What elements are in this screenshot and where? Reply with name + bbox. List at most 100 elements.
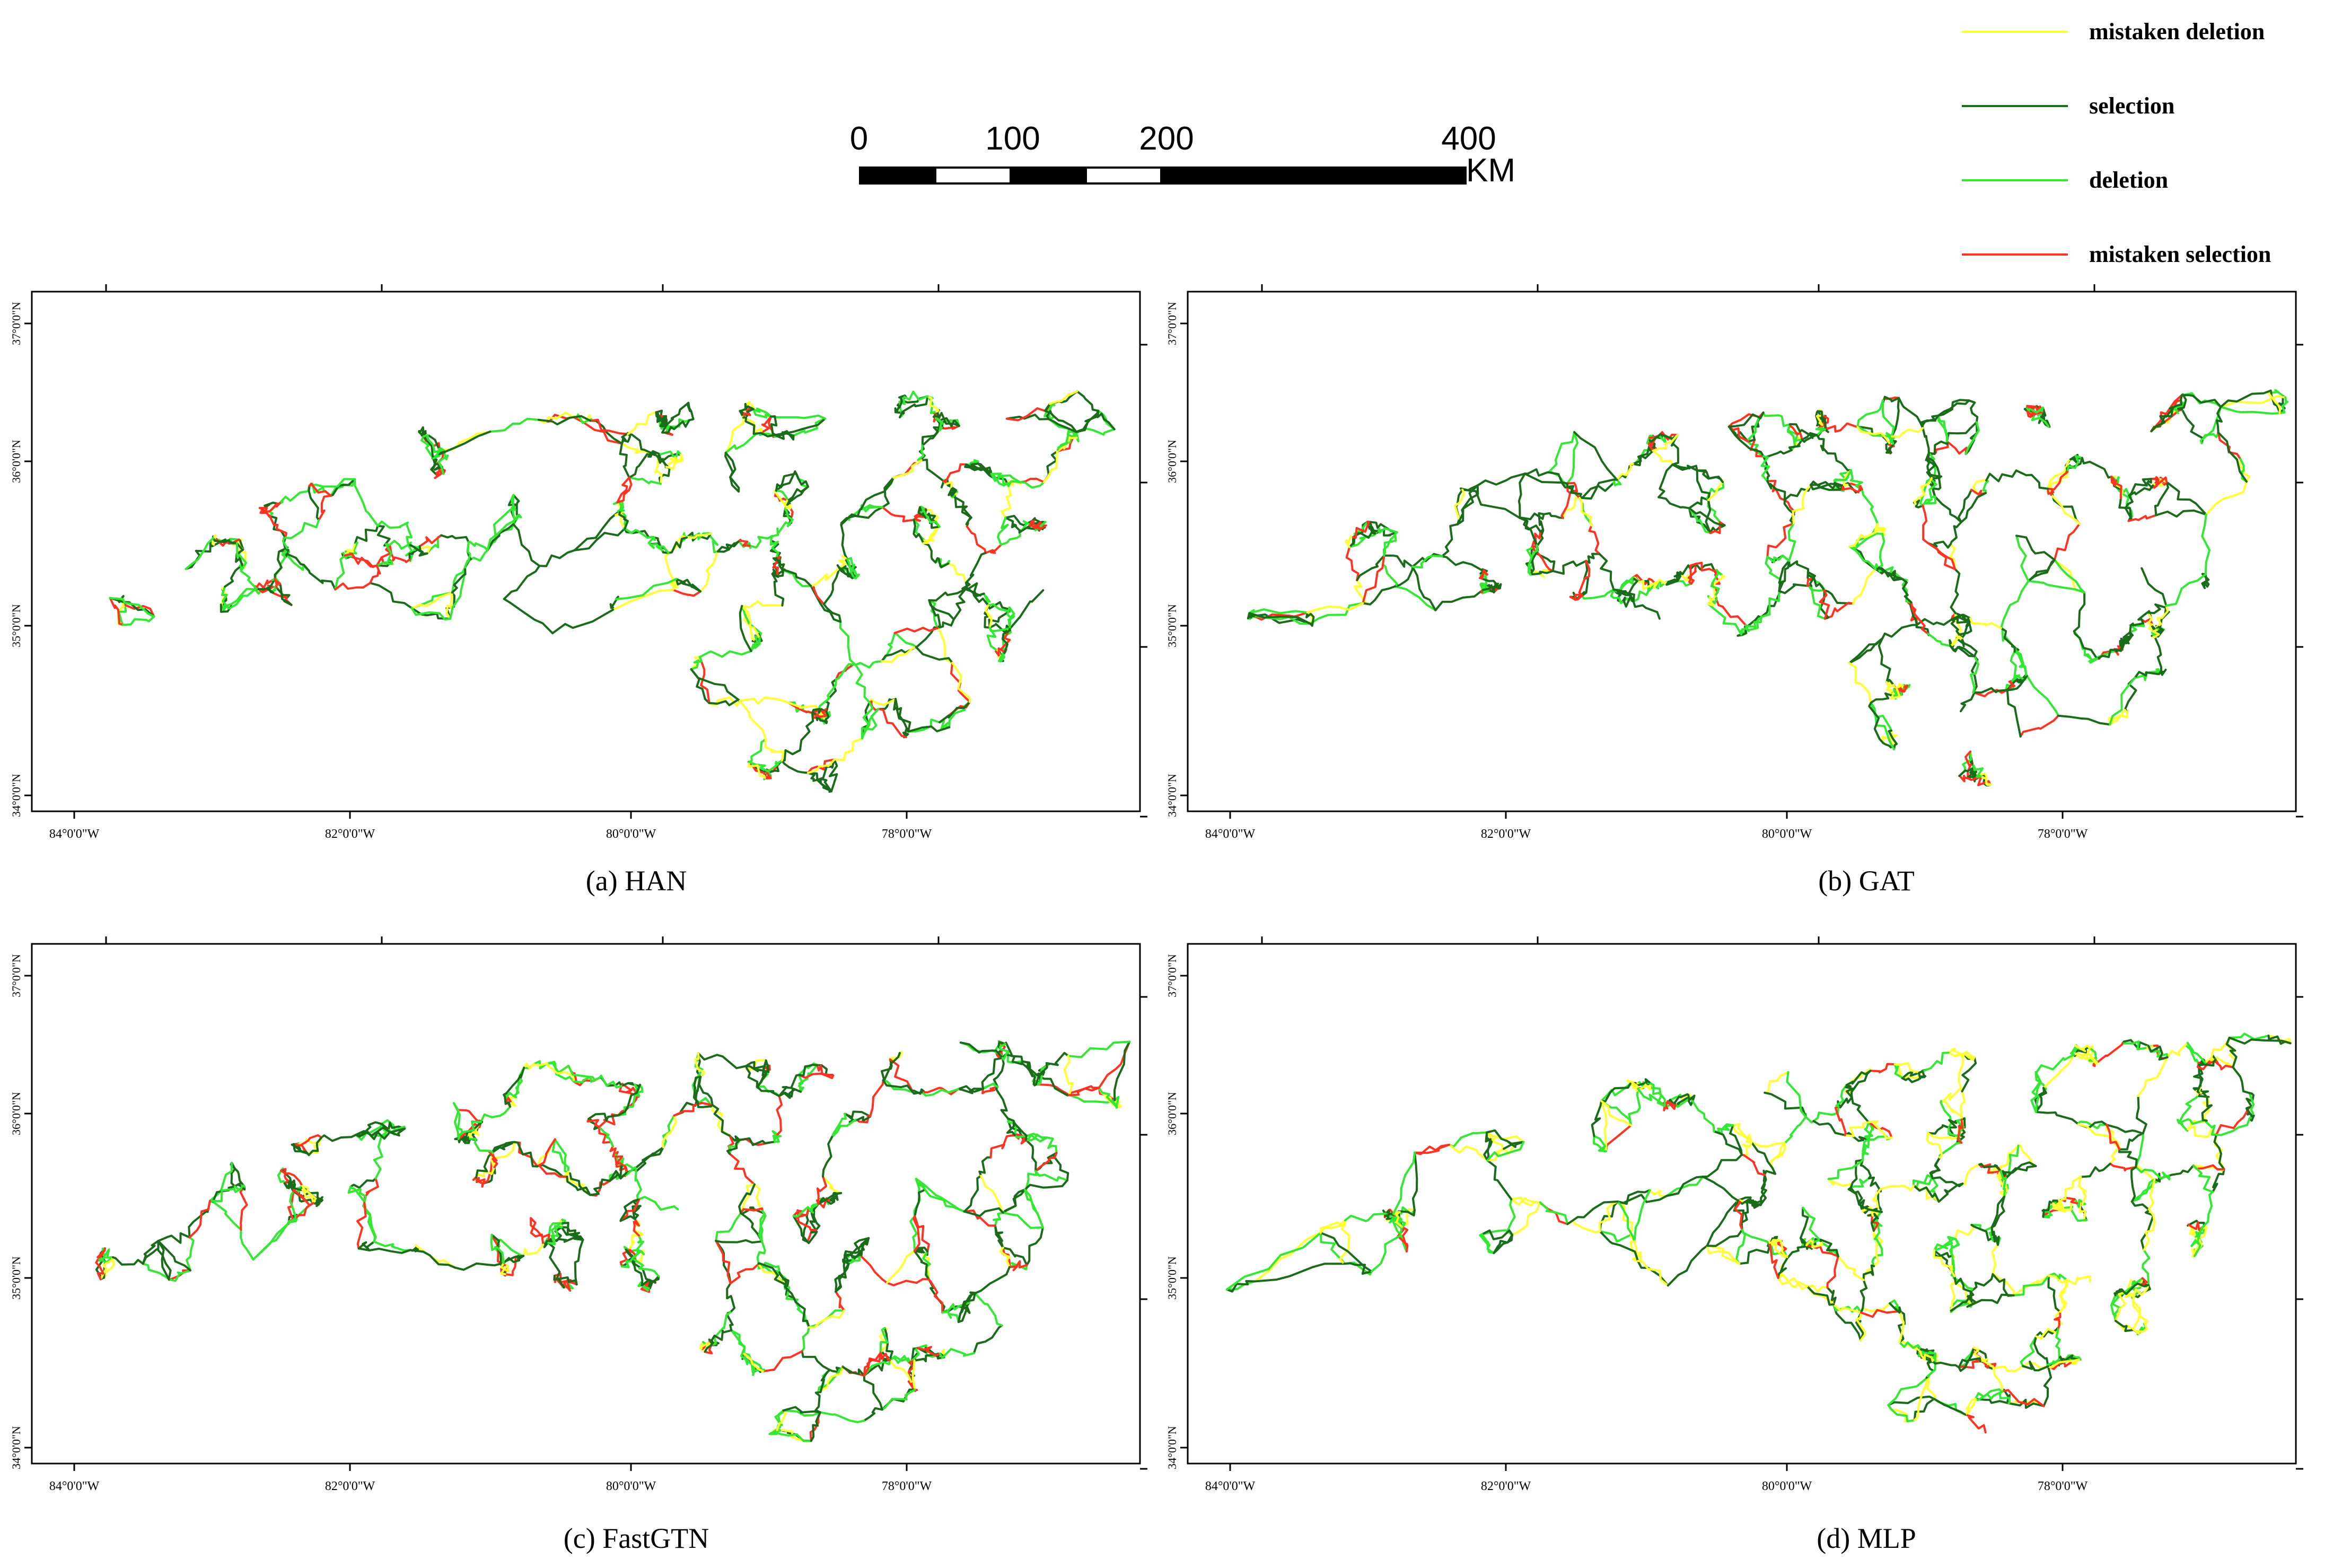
mistaken-deletion-road (2214, 1056, 2234, 1068)
deletion-road (2178, 1091, 2200, 1124)
mistaken-deletion-road (764, 738, 785, 762)
latitude-label: 35°0'0"N (10, 604, 23, 647)
deletion-road (756, 1240, 766, 1265)
selection-road (1612, 588, 1635, 603)
selection-road (1688, 507, 1712, 534)
mistaken-selection-road (807, 758, 836, 774)
selection-road (2027, 558, 2056, 582)
selection-road (1848, 637, 1884, 664)
deletion-road (1023, 1188, 1044, 1229)
mistaken-deletion-road (1764, 1071, 1790, 1094)
latitude-label: 36°0'0"N (10, 1092, 23, 1135)
deletion-road (220, 588, 257, 608)
selection-road (1950, 615, 1972, 621)
mistaken-selection-road (1566, 481, 1581, 499)
mistaken-deletion-road (951, 662, 971, 703)
mistaken-selection-road (2196, 1060, 2211, 1071)
deletion-road (1348, 532, 1376, 548)
selection-road (959, 1041, 1004, 1059)
selection-road (860, 476, 895, 511)
selection-road (1968, 399, 1979, 424)
selection-road (708, 698, 741, 706)
mistaken-selection-road (1034, 1152, 1058, 1172)
selection-road (882, 1079, 923, 1095)
mistaken-deletion-road (1629, 1081, 1639, 1090)
selection-road (1696, 469, 1724, 484)
selection-road (2147, 603, 2168, 615)
deletion-road (2201, 513, 2211, 576)
deletion-road (915, 1178, 966, 1213)
selection-road (1868, 702, 1884, 744)
deletion-road (751, 1366, 766, 1376)
deletion-road (185, 537, 215, 570)
deletion-road (2135, 1166, 2170, 1179)
selection-road (2246, 1106, 2255, 1122)
selection-road (233, 1182, 246, 1191)
mistaken-selection-road (308, 483, 332, 497)
selection-road (1441, 523, 1459, 557)
selection-road (1927, 1124, 1950, 1135)
deletion-road (1741, 1229, 1771, 1246)
mistaken-selection-road (475, 1176, 486, 1188)
mistaken-selection-road (1688, 563, 1697, 585)
deletion-road (2000, 580, 2030, 629)
selection-road (589, 1178, 611, 1196)
deletion-road (941, 1301, 970, 1314)
deletion-road (699, 650, 752, 658)
mistaken-deletion-road (1874, 523, 1886, 536)
mistaken-deletion-road (1768, 1239, 1782, 1247)
mistaken-deletion-road (99, 1256, 114, 1281)
selection-road (915, 646, 954, 664)
selection-road (553, 1274, 578, 1286)
mistaken-deletion-road (2143, 1214, 2156, 1251)
deletion-road (1394, 585, 1437, 611)
selection-road (934, 557, 950, 568)
selection-road (1881, 624, 1918, 640)
selection-road (952, 588, 967, 621)
deletion-road (345, 541, 358, 557)
mistaken-deletion-road (1949, 542, 1957, 571)
mistaken-selection-road (1414, 1143, 1451, 1154)
road-network (95, 1040, 1131, 1443)
selection-road (1849, 1159, 1864, 1189)
deletion-road (637, 1281, 650, 1292)
selection-road (1817, 410, 1827, 431)
selection-road (984, 604, 991, 629)
deletion-road (1633, 1189, 1651, 1242)
mistaken-deletion-road (2133, 1284, 2150, 1297)
mistaken-selection-road (2054, 1310, 2062, 1329)
mistaken-deletion-road (664, 551, 678, 591)
mistaken-selection-road (274, 577, 282, 589)
mistaken-selection-road (989, 1134, 1016, 1159)
mistaken-deletion-road (699, 550, 719, 593)
deletion-road (2165, 573, 2207, 607)
mistaken-deletion-road (2042, 1053, 2075, 1089)
selection-road (1411, 565, 1437, 611)
mistaken-selection-road (418, 534, 443, 548)
selection-road (822, 1136, 834, 1178)
mistaken-deletion-road (1991, 1243, 1999, 1275)
mistaken-selection-road (879, 1352, 891, 1361)
selection-road (620, 1082, 642, 1088)
selection-road (1600, 1082, 1632, 1102)
deletion-road (1374, 527, 1398, 535)
mistaken-deletion-road (1947, 1047, 1965, 1058)
deletion-road (748, 535, 773, 549)
selection-road (1950, 614, 1972, 624)
selection-road (981, 1057, 1004, 1090)
selection-road (2141, 567, 2168, 607)
mistaken-deletion-road (1958, 1053, 1965, 1093)
mistaken-selection-road (920, 1087, 959, 1096)
deletion-road (1056, 431, 1077, 453)
selection-road (739, 605, 752, 652)
selection-road (811, 712, 828, 723)
selection-road (212, 537, 238, 545)
selection-road (1985, 469, 2018, 483)
selection-road (2115, 631, 2133, 653)
deletion-road (2130, 1178, 2156, 1203)
selection-road (536, 1163, 568, 1178)
deletion-road (1248, 608, 1309, 615)
deletion-road (860, 504, 884, 511)
selection-road (780, 759, 809, 774)
deletion-road (1762, 411, 1792, 427)
